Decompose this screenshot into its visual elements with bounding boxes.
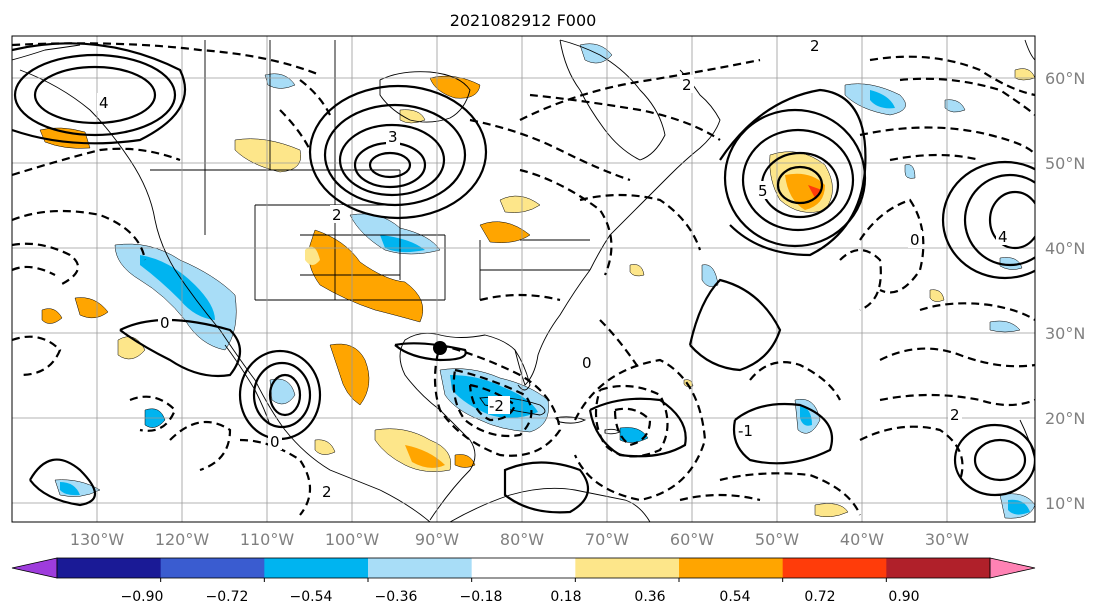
colorbar-segment — [575, 558, 680, 578]
contour-label-two: 2 — [332, 206, 342, 224]
colorbar-segment — [57, 558, 162, 578]
colorbar-tick-label: −0.36 — [375, 589, 418, 605]
contour-label-east-atlantic-high: 4 — [998, 228, 1008, 246]
contour-label-zero: 0 — [160, 314, 170, 332]
lon-label: 70°W — [585, 530, 629, 549]
contour-label-atlantic-low: 5 — [758, 182, 768, 200]
colorbar-tick-label: 0.36 — [634, 589, 665, 605]
lon-label: 30°W — [925, 530, 969, 549]
contour-label-two: 2 — [682, 76, 692, 94]
lon-label: 80°W — [500, 530, 544, 549]
colorbar-tick-labels: −0.90 −0.72 −0.54 −0.36 −0.18 0.18 0.36 … — [121, 589, 920, 605]
lat-label: 10°N — [1045, 494, 1085, 513]
lon-label: 40°W — [840, 530, 884, 549]
colorbar-tick-label: 0.90 — [888, 589, 919, 605]
contour-label-west-atlantic: -1 — [738, 422, 753, 440]
lon-label: 90°W — [415, 530, 459, 549]
colorbar-extend-max — [989, 557, 1036, 579]
colorbar-tick-label: −0.54 — [290, 589, 333, 605]
contour-label-zero: 0 — [582, 354, 592, 372]
graticule — [12, 36, 1035, 522]
lat-label: 50°N — [1045, 154, 1085, 173]
storm-marker-icon — [433, 341, 447, 355]
colorbar-segment — [782, 558, 887, 578]
colorbar-segment — [160, 558, 265, 578]
colorbar-extend-min — [11, 557, 58, 579]
colorbar-segment — [264, 558, 369, 578]
map-area: 4 3 5 -2 4 -1 0 0 0 0 2 2 2 2 — [12, 36, 1035, 522]
coastlines — [12, 39, 1035, 522]
lat-label: 20°N — [1045, 409, 1085, 428]
contour-label-zero: 0 — [270, 433, 280, 451]
contour-label-zero: 0 — [910, 231, 920, 249]
contour-label-two: 2 — [810, 37, 820, 55]
contour-label-two: 2 — [950, 406, 960, 424]
map-title: 2021082912 F000 — [450, 11, 597, 30]
colorbar-segment — [471, 558, 576, 578]
colorbar-tick-label: −0.18 — [460, 589, 503, 605]
contour-label-gulf-low: -2 — [489, 397, 504, 415]
contour-label-two: 2 — [322, 483, 332, 501]
lon-label: 130°W — [70, 530, 125, 549]
positive-contours — [12, 42, 1035, 514]
lon-label: 120°W — [155, 530, 210, 549]
lat-label: 60°N — [1045, 69, 1085, 88]
colorbar-segment — [368, 558, 473, 578]
contour-label-hudson-low: 3 — [388, 128, 398, 146]
colorbar-tick-label: −0.90 — [121, 589, 164, 605]
contour-label-pacific-high: 4 — [99, 94, 109, 112]
colorbar-tick-label: 0.18 — [550, 589, 581, 605]
lat-label: 30°N — [1045, 324, 1085, 343]
colorbar-tick-label: 0.54 — [719, 589, 750, 605]
colorbar-tick-label: 0.72 — [804, 589, 835, 605]
colorbar-tick-label: −0.72 — [206, 589, 249, 605]
contour-labels: 4 3 5 -2 4 -1 0 0 0 0 2 2 2 2 — [97, 36, 1010, 501]
colorbar-segment — [886, 558, 991, 578]
lon-label: 60°W — [670, 530, 714, 549]
negative-contours — [12, 42, 1035, 516]
colorbar — [11, 557, 1036, 582]
lon-label: 100°W — [325, 530, 380, 549]
lat-label: 40°N — [1045, 239, 1085, 258]
longitude-labels: 130°W 120°W 110°W 100°W 90°W 80°W 70°W 6… — [70, 530, 969, 549]
lon-label: 50°W — [755, 530, 799, 549]
map-frame — [11, 35, 1036, 523]
colorbar-segment — [679, 558, 784, 578]
latitude-labels: 60°N 50°N 40°N 30°N 20°N 10°N — [1045, 69, 1085, 513]
colorbar-border — [56, 557, 991, 579]
lon-label: 110°W — [240, 530, 295, 549]
